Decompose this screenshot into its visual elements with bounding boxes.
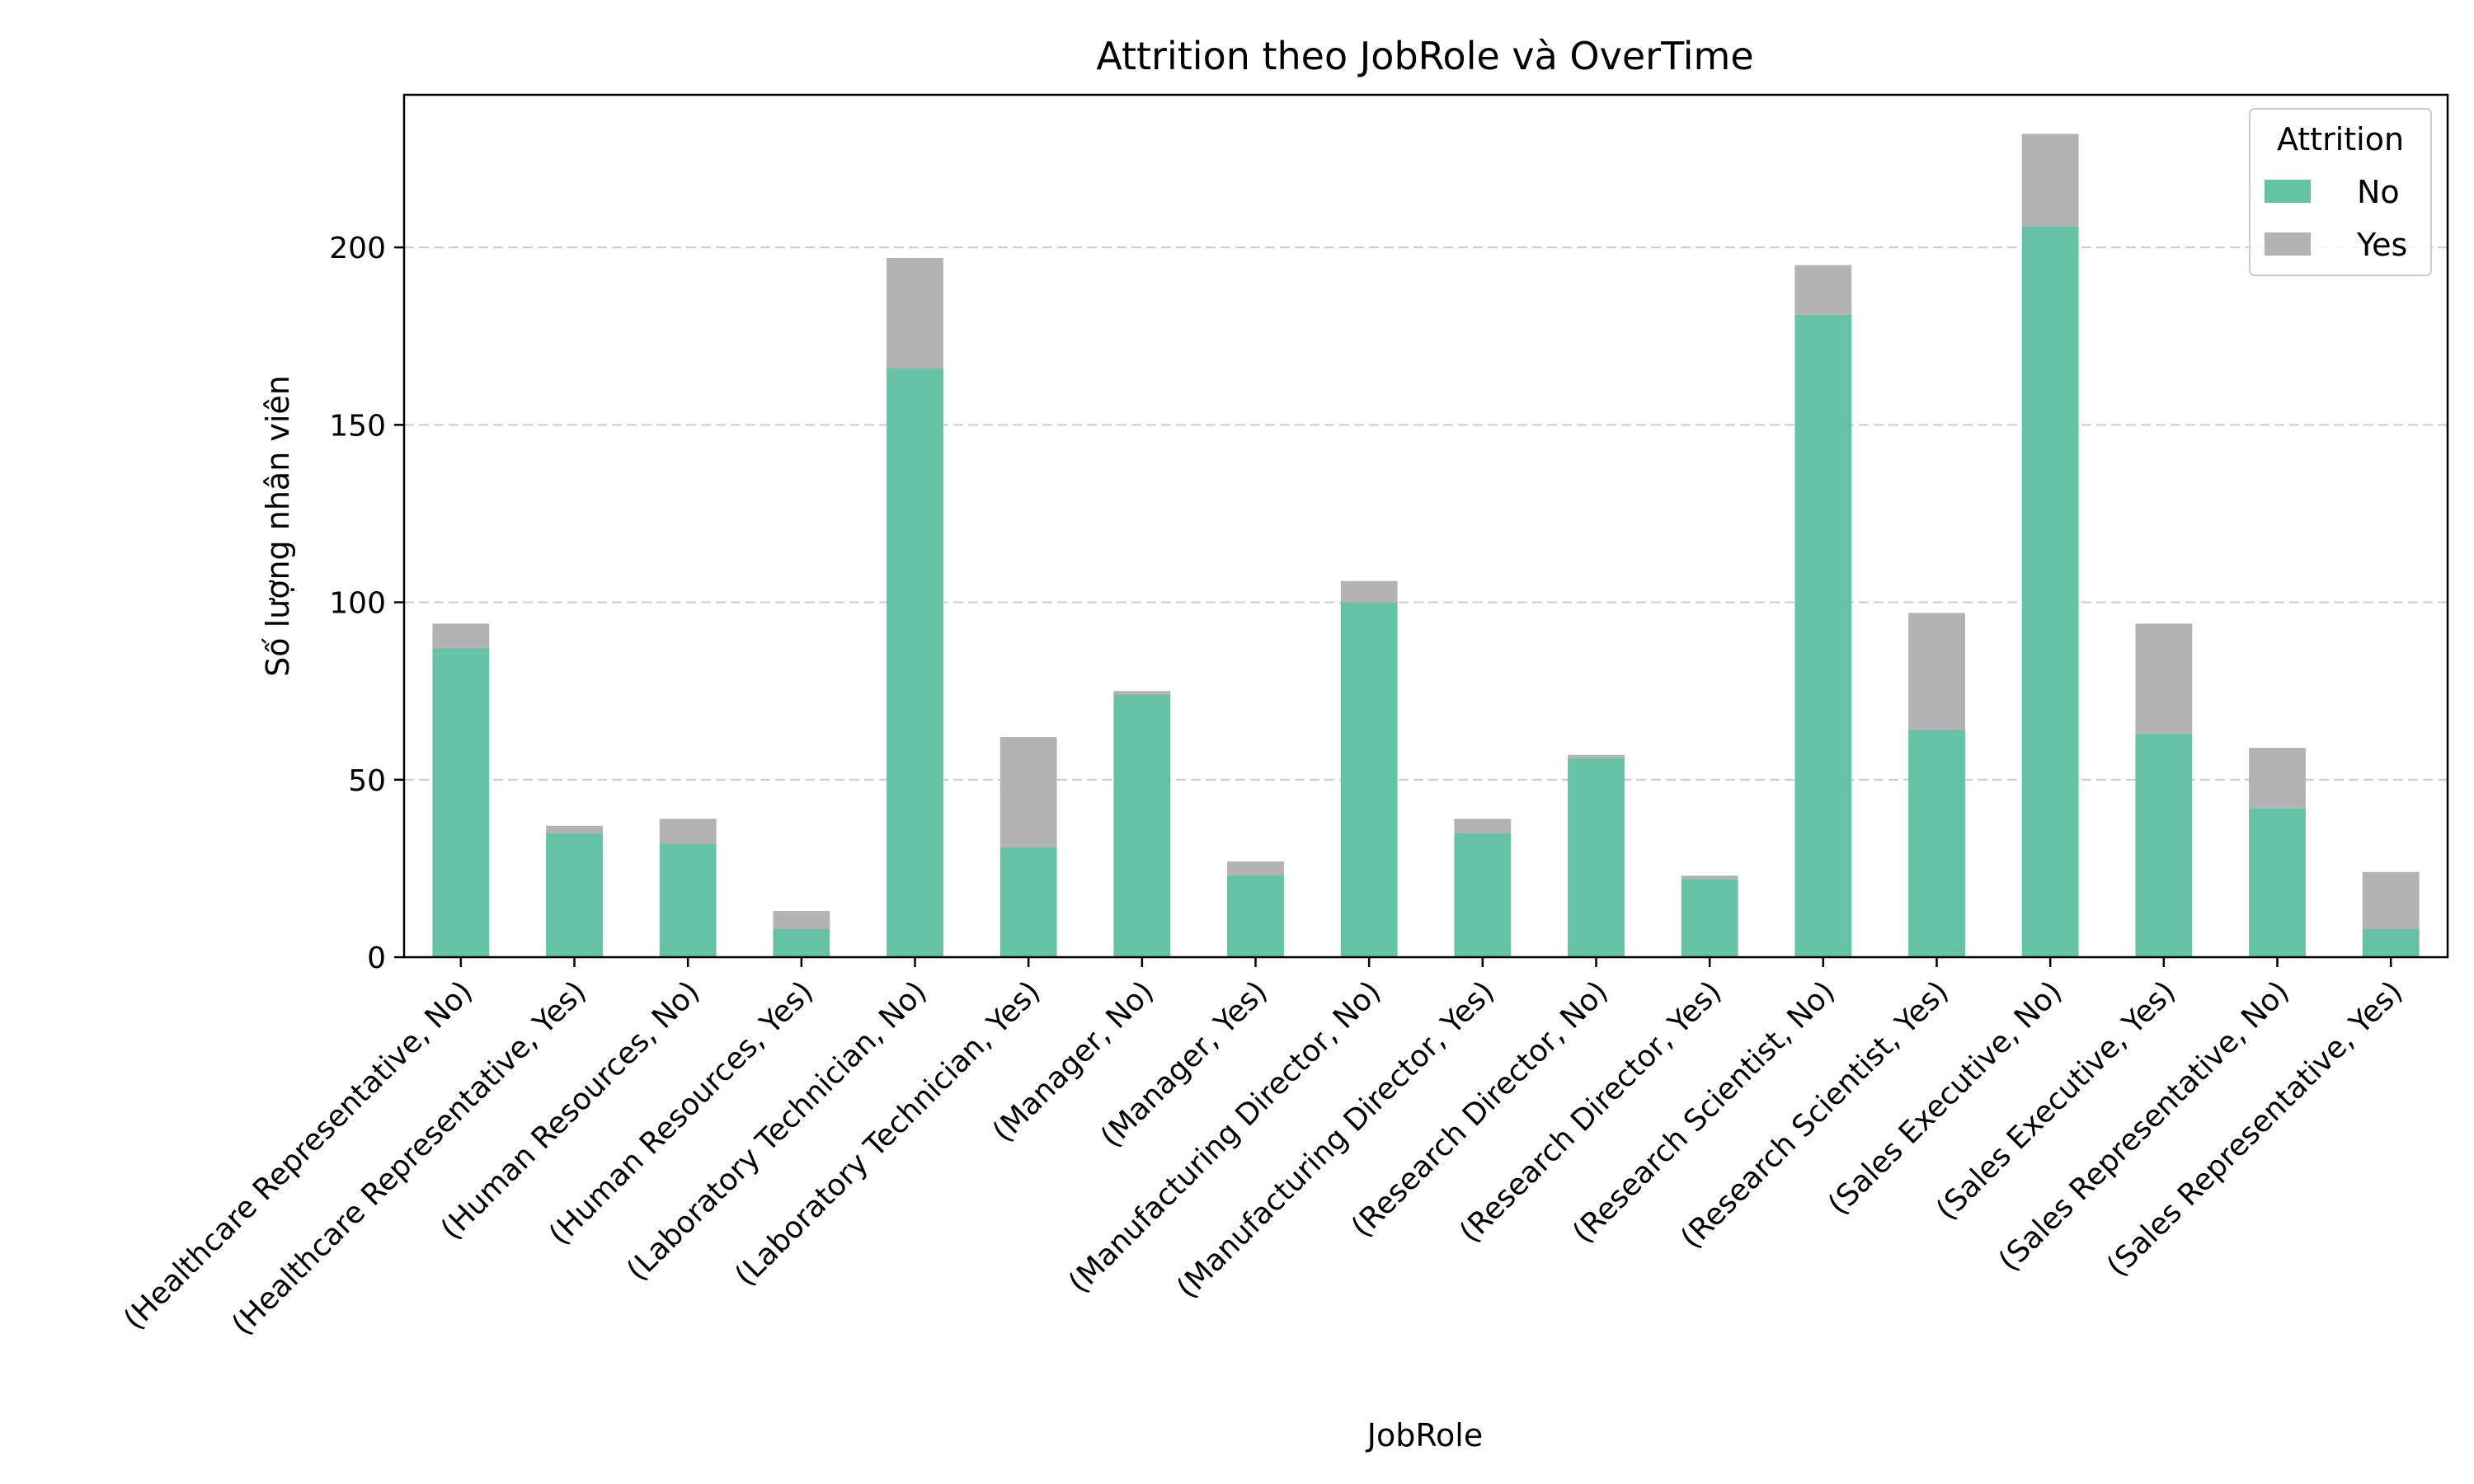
y-tick-label: 0 <box>367 942 386 975</box>
legend-swatch-yes <box>2265 232 2311 256</box>
bar-yes-2 <box>659 819 717 844</box>
bar-no-5 <box>999 847 1057 957</box>
bar-no-6 <box>1113 694 1171 957</box>
x-tick-label: (Sales Executive, No) <box>1822 974 2068 1221</box>
bar-yes-11 <box>1681 875 1738 880</box>
bar-no-11 <box>1681 879 1738 957</box>
y-tick-label: 50 <box>348 764 386 798</box>
bar-no-16 <box>2249 808 2306 957</box>
y-tick-label: 100 <box>329 587 386 621</box>
y-tick-label: 200 <box>329 232 386 265</box>
bar-yes-12 <box>1794 265 1852 315</box>
bar-yes-10 <box>1568 754 1625 758</box>
bar-yes-14 <box>2021 134 2079 227</box>
bar-yes-0 <box>432 623 490 649</box>
bar-yes-15 <box>2135 623 2193 734</box>
bar-yes-6 <box>1113 691 1171 695</box>
bar-no-0 <box>432 648 490 957</box>
plot-frame <box>402 93 2449 959</box>
bar-yes-13 <box>1908 613 1965 730</box>
legend-swatch-no <box>2265 180 2311 203</box>
bar-no-4 <box>887 368 943 957</box>
bar-no-12 <box>1794 314 1852 958</box>
legend-title: Attrition <box>2277 121 2404 157</box>
bar-yes-8 <box>1340 580 1398 603</box>
legend: Attrition No Yes <box>2249 108 2432 276</box>
bar-yes-1 <box>546 825 603 834</box>
y-tick-label: 150 <box>329 409 386 443</box>
bar-yes-5 <box>999 737 1057 848</box>
bars <box>432 134 2420 958</box>
bar-yes-7 <box>1227 861 1284 876</box>
bar-yes-9 <box>1454 819 1512 834</box>
bar-no-15 <box>2135 733 2193 957</box>
legend-label-no: No <box>2357 174 2400 210</box>
bar-no-10 <box>1568 758 1625 957</box>
x-axis-label: JobRole <box>1366 1417 1483 1453</box>
bar-no-9 <box>1454 833 1512 957</box>
bar-no-1 <box>546 833 603 957</box>
bar-yes-4 <box>887 258 943 369</box>
x-axis: (Healthcare Representative, No)(Healthca… <box>117 957 2410 1342</box>
bar-no-17 <box>2362 928 2420 957</box>
bar-no-14 <box>2021 226 2079 958</box>
bar-no-13 <box>1908 730 1965 957</box>
y-axis: 0 50 100 150 200 <box>329 232 404 975</box>
bar-yes-16 <box>2249 748 2306 809</box>
y-axis-label: Số lượng nhân viên <box>260 375 296 677</box>
bar-no-7 <box>1227 875 1284 957</box>
bar-yes-17 <box>2362 871 2420 929</box>
x-tick-label: (Sales Executive, Yes) <box>1930 974 2182 1227</box>
bar-no-2 <box>659 843 717 957</box>
bar-yes-3 <box>773 911 830 929</box>
bar-no-8 <box>1340 602 1398 957</box>
chart-title: Attrition theo JobRole và OverTime <box>1096 34 1753 78</box>
legend-label-yes: Yes <box>2356 227 2407 263</box>
bar-no-3 <box>773 928 830 957</box>
